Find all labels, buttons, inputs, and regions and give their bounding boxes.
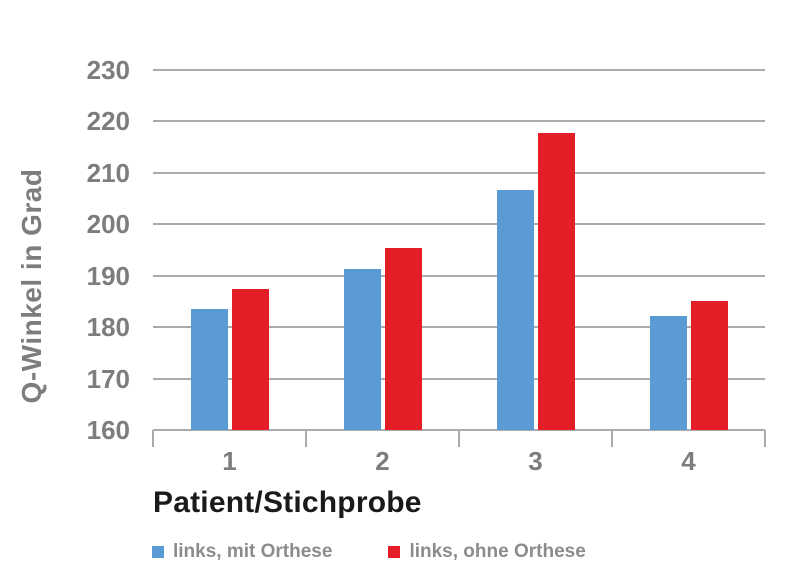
x-axis-category-labels: 1 2 3 4 [153,448,765,474]
gridline [153,326,765,329]
legend-label-mit-orthese: links, mit Orthese [173,541,333,562]
bar-series2-cat4 [691,301,728,430]
y-tick-label: 180 [86,312,130,343]
y-tick-label: 210 [86,157,130,188]
gridline [153,69,765,71]
x-axis-tick-mark [152,430,154,447]
gridline [153,377,765,380]
legend-swatch-red-icon [388,546,401,558]
legend: links, mit Orthese links, ohne Orthese [152,541,586,563]
bar-series2-cat3 [538,133,575,430]
x-category-label: 4 [681,446,696,476]
y-tick-label: 200 [86,209,130,240]
bar-series2-cat1 [232,289,269,430]
x-axis-tick-mark [305,430,307,447]
x-category-label: 2 [375,446,390,476]
bar-series1-cat2 [344,269,381,430]
legend-swatch-blue-icon [152,546,164,558]
y-tick-label: 230 [86,55,130,85]
x-category-label: 1 [222,446,237,476]
y-tick-label: 190 [86,260,130,291]
y-tick-label: 170 [86,363,130,394]
y-tick-label: 220 [86,106,130,137]
bar-series1-cat3 [497,190,534,430]
x-category-label: 3 [528,446,543,476]
x-axis-tick-mark [611,430,613,447]
x-axis-title: Patient/Stichprobe [153,486,422,519]
bar-series1-cat4 [650,316,687,430]
bar-series2-cat2 [385,248,422,430]
x-axis-tick-mark [458,430,460,447]
y-tick-label: 160 [86,415,130,445]
legend-item-mit-orthese: links, mit Orthese [152,541,332,563]
legend-label-ohne-orthese: links, ohne Orthese [409,541,586,562]
plot-area [152,69,766,447]
gridline [153,171,765,174]
gridline [153,223,765,226]
bar-series1-cat1 [191,309,228,430]
x-axis-tick-mark [764,430,766,447]
gridline [153,120,765,123]
gridline [153,274,765,277]
legend-item-ohne-orthese: links, ohne Orthese [388,541,586,563]
y-axis-tick-labels: 160 170 180 190 200 210 220 230 [0,57,130,443]
